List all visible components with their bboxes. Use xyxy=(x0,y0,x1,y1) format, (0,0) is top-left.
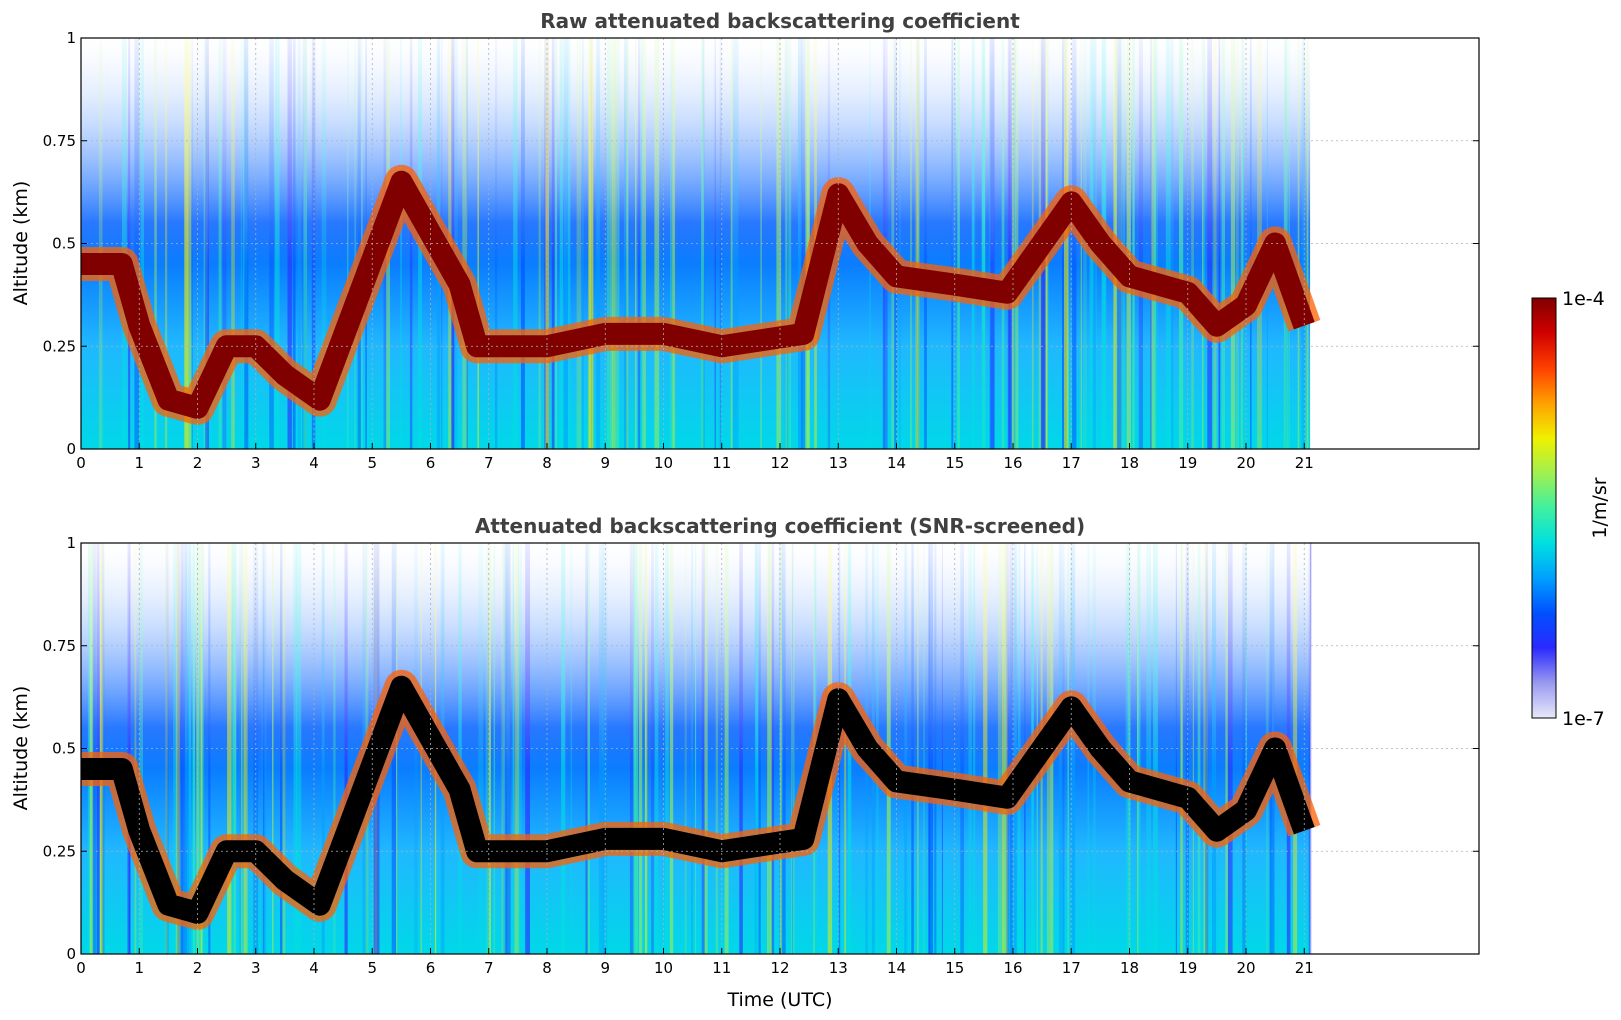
x-tick-label: 17 xyxy=(1062,959,1081,977)
x-tick-label: 14 xyxy=(887,959,906,977)
grid-screened xyxy=(81,543,1479,954)
x-tick-label: 17 xyxy=(1062,454,1081,472)
y-tick-label: 0.25 xyxy=(43,842,76,860)
y-tick-label: 0.5 xyxy=(52,740,76,758)
x-tick-label: 1 xyxy=(134,959,144,977)
x-tick-label: 19 xyxy=(1178,959,1197,977)
x-tick-label: 8 xyxy=(542,454,552,472)
x-tick-label: 12 xyxy=(770,959,789,977)
panel-title: Attenuated backscattering coefficient (S… xyxy=(475,514,1085,538)
x-tick-label: 4 xyxy=(309,454,319,472)
y-tick-label: 1 xyxy=(66,29,76,47)
y-axis-label: Altitude (km) xyxy=(10,686,32,811)
x-tick-label: 16 xyxy=(1003,959,1022,977)
x-tick-label: 6 xyxy=(426,959,436,977)
heatmap-raw xyxy=(81,38,1321,449)
y-tick-label: 0 xyxy=(66,440,76,458)
x-tick-label: 11 xyxy=(712,454,731,472)
x-tick-label: 2 xyxy=(193,454,203,472)
colorbar: 1e-4 1e-7 1/m/sr xyxy=(1531,288,1611,730)
y-axis-ticks: 0 0.25 0.5 0.75 1 xyxy=(43,534,1479,963)
clear-air-fade xyxy=(81,38,1311,265)
x-tick-label: 9 xyxy=(600,959,610,977)
colorbar-scale xyxy=(1531,297,1557,719)
x-axis-ticks: 0 1 2 3 4 5 6 7 8 9 10 11 12 13 14 15 16 17 18 19 20 21 xyxy=(76,443,1314,472)
x-tick-label: 13 xyxy=(829,959,848,977)
y-tick-label: 0 xyxy=(66,945,76,963)
x-tick-label: 18 xyxy=(1120,454,1139,472)
x-tick-label: 7 xyxy=(484,959,494,977)
y-tick-label: 0.5 xyxy=(52,235,76,253)
y-axis-ticks: 0 0.25 0.5 0.75 1 xyxy=(43,29,1479,458)
y-tick-label: 0.25 xyxy=(43,337,76,355)
x-tick-label: 21 xyxy=(1295,454,1314,472)
x-axis-ticks: 0 1 2 3 4 5 6 7 8 9 10 11 12 13 14 15 16 17 18 19 20 21 xyxy=(76,948,1314,977)
x-tick-label: 0 xyxy=(76,959,86,977)
x-tick-label: 11 xyxy=(712,959,731,977)
x-tick-label: 15 xyxy=(945,959,964,977)
x-tick-label: 7 xyxy=(484,454,494,472)
x-tick-label: 3 xyxy=(251,454,261,472)
colorbar-max-label: 1e-4 xyxy=(1562,288,1605,310)
x-tick-label: 3 xyxy=(251,959,261,977)
x-tick-label: 15 xyxy=(945,454,964,472)
x-tick-label: 21 xyxy=(1295,959,1314,977)
x-tick-label: 8 xyxy=(542,959,552,977)
x-tick-label: 10 xyxy=(654,959,673,977)
x-tick-label: 20 xyxy=(1236,454,1255,472)
x-tick-label: 12 xyxy=(770,454,789,472)
cloud-layer-core xyxy=(81,675,1315,924)
y-tick-label: 0.75 xyxy=(43,132,76,150)
y-tick-label: 0.75 xyxy=(43,637,76,655)
grid-raw xyxy=(81,38,1479,449)
x-tick-label: 1 xyxy=(134,454,144,472)
x-tick-label: 14 xyxy=(887,454,906,472)
x-tick-label: 2 xyxy=(193,959,203,977)
x-tick-label: 9 xyxy=(600,454,610,472)
clear-air-fade xyxy=(81,543,1311,770)
y-tick-label: 1 xyxy=(66,534,76,552)
panel-title: Raw attenuated backscattering coefficien… xyxy=(540,9,1020,33)
x-tick-label: 5 xyxy=(367,454,377,472)
x-tick-label: 10 xyxy=(654,454,673,472)
x-tick-label: 5 xyxy=(367,959,377,977)
colorbar-min-label: 1e-7 xyxy=(1562,708,1605,730)
x-tick-label: 16 xyxy=(1003,454,1022,472)
x-tick-label: 13 xyxy=(829,454,848,472)
panel-screened: Attenuated backscattering coefficient (S… xyxy=(10,514,1480,1011)
cloud-layer-core xyxy=(81,170,1315,419)
y-axis-label: Altitude (km) xyxy=(10,181,32,306)
x-tick-label: 20 xyxy=(1236,959,1255,977)
panel-raw: Raw attenuated backscattering coefficien… xyxy=(10,9,1480,472)
x-tick-label: 0 xyxy=(76,454,86,472)
x-axis-label: Time (UTC) xyxy=(726,989,832,1011)
colorbar-label: 1/m/sr xyxy=(1589,477,1611,538)
x-tick-label: 4 xyxy=(309,959,319,977)
x-tick-label: 6 xyxy=(426,454,436,472)
x-tick-label: 18 xyxy=(1120,959,1139,977)
x-tick-label: 19 xyxy=(1178,454,1197,472)
